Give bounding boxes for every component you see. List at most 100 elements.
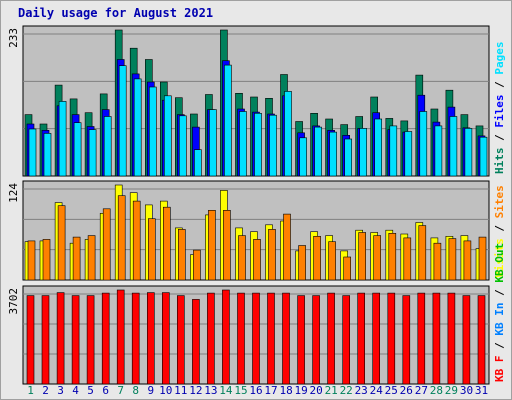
legend-separator: /	[493, 283, 506, 303]
legend-item-pages: Pages	[493, 42, 506, 75]
bar-kb-f-day-24	[372, 292, 381, 385]
bar-kb-f-day-16	[252, 292, 260, 385]
bar-pages-day-21	[329, 131, 337, 177]
bar-sites-day-9	[148, 218, 156, 281]
bar-pages-day-4	[73, 122, 82, 177]
bar-sites-day-19	[298, 245, 306, 281]
bar-pages-day-12	[194, 149, 202, 177]
y-axis-max-label: 3702	[7, 288, 20, 315]
visits-sites-panel: 124 Visits / Sites	[7, 180, 506, 281]
x-tick-label-day-26: 26	[400, 384, 413, 397]
bar-kb-f-day-7	[116, 289, 125, 385]
x-tick-label-day-23: 23	[355, 384, 368, 397]
bar-kb-f-day-15	[237, 292, 245, 385]
bar-kb-f-day-31	[477, 295, 486, 385]
bar-kb-f-day-4	[71, 295, 80, 385]
bar-pages-day-5	[88, 129, 97, 177]
bar-pages-day-20	[314, 126, 322, 177]
bar-pages-day-15	[239, 111, 247, 177]
bar-kb-f-day-23	[357, 292, 366, 385]
bar-kb-f-day-11	[177, 295, 185, 385]
bar-sites-day-28	[433, 242, 442, 281]
bar-sites-day-13	[208, 210, 216, 281]
bar-sites-day-14	[223, 210, 231, 281]
bar-kb-f-day-29	[447, 292, 456, 385]
bar-pages-day-8	[133, 78, 142, 177]
legend-item-sites: Sites	[493, 185, 506, 218]
x-tick-label-day-2: 2	[42, 384, 49, 397]
bar-kb-f-day-22	[342, 295, 351, 385]
legend-item-hits: Hits	[493, 148, 506, 175]
kb-panel: 3702 KB F / KB In / KB Out	[7, 243, 506, 385]
bar-pages-day-3	[58, 101, 67, 177]
bar-pages-day-1	[28, 128, 37, 177]
bar-kb-f-day-26	[402, 295, 411, 385]
bar-kb-f-day-2	[41, 295, 50, 385]
bar-kb-f-day-19	[297, 295, 305, 385]
x-tick-label-day-28: 28	[430, 384, 443, 397]
bar-sites-day-29	[448, 238, 457, 281]
bar-pages-day-9	[149, 86, 157, 177]
legend-item-kb-in: KB In	[493, 303, 506, 336]
bar-sites-day-31	[478, 236, 487, 281]
bar-sites-day-1	[27, 240, 36, 281]
bar-pages-day-6	[103, 116, 112, 177]
bar-sites-day-8	[132, 200, 141, 281]
bar-sites-day-2	[42, 239, 51, 281]
bar-kb-f-day-30	[462, 295, 471, 385]
legend-separator: /	[493, 336, 506, 356]
bar-kb-f-day-25	[387, 292, 396, 385]
bar-pages-day-23	[359, 128, 368, 177]
bar-pages-day-16	[254, 113, 262, 177]
x-tick-label-day-22: 22	[340, 384, 353, 397]
x-tick-label-day-12: 12	[189, 384, 202, 397]
x-tick-label-day-9: 9	[147, 384, 154, 397]
bar-pages-day-19	[299, 137, 307, 177]
x-tick-label-day-13: 13	[204, 384, 217, 397]
bar-pages-day-28	[434, 125, 443, 177]
bar-pages-day-2	[43, 133, 52, 177]
x-tick-label-day-5: 5	[87, 384, 94, 397]
bar-pages-day-22	[344, 138, 353, 177]
bar-pages-day-7	[118, 65, 127, 177]
bar-sites-day-3	[57, 205, 66, 281]
x-tick-label-day-15: 15	[234, 384, 247, 397]
bar-sites-day-25	[388, 233, 397, 281]
x-tick-label-day-14: 14	[219, 384, 233, 397]
hits-files-pages-panel: 233 Hits / Files / Pages	[7, 25, 506, 177]
x-tick-label-day-8: 8	[132, 384, 139, 397]
x-tick-label-day-20: 20	[309, 384, 322, 397]
legend-separator: /	[493, 218, 506, 238]
bar-kb-f-day-17	[267, 292, 275, 385]
bar-pages-day-13	[209, 109, 217, 177]
bar-kb-f-day-12	[192, 299, 200, 385]
bar-sites-day-11	[178, 229, 186, 281]
bar-kb-f-day-1	[26, 295, 35, 385]
x-tick-label-day-4: 4	[72, 384, 79, 397]
bar-pages-day-17	[269, 114, 277, 177]
bar-kb-f-day-13	[207, 292, 215, 385]
legend-2: KB F / KB In / KB Out	[493, 243, 506, 382]
bar-sites-day-24	[373, 235, 382, 281]
bar-kb-f-day-3	[56, 292, 65, 385]
bar-sites-day-27	[418, 225, 427, 281]
x-tick-label-day-11: 11	[174, 384, 187, 397]
x-tick-label-day-30: 30	[460, 384, 473, 397]
x-tick-label-day-16: 16	[249, 384, 262, 397]
bar-kb-f-day-5	[86, 295, 95, 385]
bar-sites-day-5	[87, 235, 96, 281]
x-tick-label-day-24: 24	[370, 384, 384, 397]
bar-pages-day-27	[419, 111, 428, 177]
bar-kb-f-day-27	[417, 292, 426, 385]
x-tick-label-day-3: 3	[57, 384, 64, 397]
bar-sites-day-23	[358, 232, 367, 281]
x-tick-label-day-7: 7	[117, 384, 124, 397]
bar-sites-day-16	[253, 239, 261, 281]
bar-pages-day-10	[164, 95, 172, 177]
bar-pages-day-31	[479, 136, 488, 177]
legend-1: Visits / Sites	[493, 185, 506, 278]
bar-kb-f-day-6	[101, 292, 110, 385]
bar-sites-day-21	[328, 241, 336, 281]
bar-kb-f-day-20	[312, 295, 320, 385]
legend-separator: /	[493, 128, 506, 148]
